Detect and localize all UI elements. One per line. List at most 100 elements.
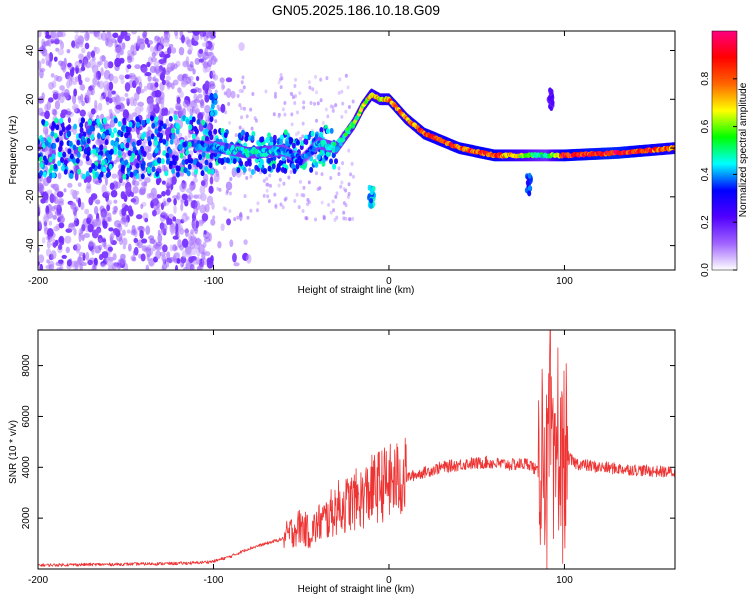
spectral-cell	[213, 92, 218, 99]
spectral-cell	[113, 205, 118, 213]
spectral-cell	[331, 199, 335, 204]
spectral-cell	[206, 60, 213, 68]
spectral-cell	[162, 138, 167, 145]
spectral-cell	[191, 133, 196, 140]
spectral-cell	[133, 237, 139, 244]
spectral-cell	[337, 166, 341, 171]
spectral-cell	[217, 240, 222, 249]
spectral-cell	[113, 127, 118, 134]
spectral-cell	[68, 223, 74, 228]
spectral-cell	[369, 202, 374, 209]
spectral-cell	[213, 128, 218, 135]
spectral-cell	[78, 79, 83, 86]
spectral-cell	[91, 250, 95, 255]
spectral-cell	[186, 170, 191, 177]
snr-series-line	[38, 330, 675, 569]
spectral-cell	[190, 247, 197, 256]
spectral-cell	[50, 250, 57, 260]
spectral-cell	[68, 140, 73, 147]
spectral-cell	[265, 188, 269, 193]
spectral-cell	[223, 132, 228, 139]
y-tick-label: 2000	[21, 507, 32, 530]
spectral-cell	[239, 213, 243, 218]
spectral-cell	[175, 165, 180, 172]
spectral-cell	[179, 172, 185, 177]
y-tick-label: -20	[25, 189, 36, 204]
spectral-cell	[369, 189, 374, 196]
spectral-cell	[38, 176, 42, 186]
spectral-cell	[172, 159, 177, 166]
spectral-cell	[160, 158, 165, 165]
spectral-cell	[214, 148, 219, 153]
spectral-cell	[166, 62, 174, 73]
spectral-cell	[196, 140, 201, 145]
spectral-cell	[122, 237, 128, 246]
spectral-cell	[170, 47, 177, 54]
spectral-cell	[198, 99, 204, 104]
spectral-cell	[86, 182, 92, 190]
spectral-cell	[203, 88, 207, 97]
spectral-cell	[74, 171, 79, 181]
x-tick-label: 0	[386, 276, 392, 287]
spectral-cell	[51, 172, 56, 179]
spectral-cell	[298, 91, 302, 96]
spectral-cell	[52, 109, 58, 116]
spectral-cell	[94, 171, 99, 178]
spectral-cell	[266, 194, 270, 199]
spectral-cell	[108, 154, 113, 161]
spectral-cell	[180, 256, 187, 264]
spectral-cell	[40, 198, 46, 204]
spectral-cell	[138, 81, 143, 90]
spectral-cell	[120, 31, 128, 37]
spectral-cell	[290, 122, 294, 127]
spectral-cell	[329, 175, 333, 180]
spectral-cell	[181, 238, 189, 248]
spectral-cell	[307, 180, 311, 185]
spectral-cell	[148, 235, 155, 241]
spectral-cell	[113, 117, 118, 124]
spectral-cell	[272, 134, 277, 141]
spectral-cell	[267, 165, 272, 172]
spectral-cell	[163, 200, 167, 207]
spectral-cell	[190, 199, 194, 209]
spectral-cell	[205, 153, 210, 160]
spectral-cell	[59, 140, 64, 147]
spectral-cell	[169, 224, 176, 234]
spectral-cell	[135, 162, 140, 169]
spectral-cell	[238, 103, 242, 108]
spectral-cell	[369, 197, 374, 204]
spectral-cell	[168, 160, 173, 167]
colorbar-tick-label: 0.2	[700, 215, 711, 229]
spectral-cell	[140, 147, 145, 154]
spectral-cell	[277, 114, 281, 119]
spectral-cell	[281, 205, 285, 210]
spectral-cell	[191, 37, 195, 46]
spectral-cell	[120, 160, 125, 167]
spectral-cell	[101, 132, 106, 139]
spectral-cell	[135, 214, 143, 220]
x-tick-label: 100	[556, 575, 573, 586]
spectral-cell	[241, 75, 245, 80]
spectral-cell	[179, 244, 184, 251]
spectral-cell	[136, 154, 141, 161]
spectral-cell	[265, 176, 269, 181]
spectral-cell	[188, 45, 193, 52]
spectral-cell	[186, 31, 194, 34]
spectral-cell	[199, 185, 206, 195]
spectral-cell	[249, 174, 253, 179]
spectral-cell	[81, 173, 86, 180]
spectral-cell	[84, 31, 90, 42]
spectral-cell	[65, 246, 70, 254]
spectral-cell	[124, 159, 129, 166]
spectral-cell	[213, 173, 220, 183]
spectral-cell	[67, 148, 72, 155]
spectral-cell	[127, 150, 132, 157]
spectral-cell	[172, 79, 179, 86]
spectral-cell	[151, 122, 156, 129]
spectral-cell	[293, 100, 297, 105]
spectral-cell	[147, 140, 152, 147]
spectral-cell	[208, 44, 214, 51]
spectral-cell	[124, 82, 131, 92]
colorbar-label: Normalized spectral amplitude	[738, 82, 749, 217]
spectral-cell	[140, 253, 146, 262]
